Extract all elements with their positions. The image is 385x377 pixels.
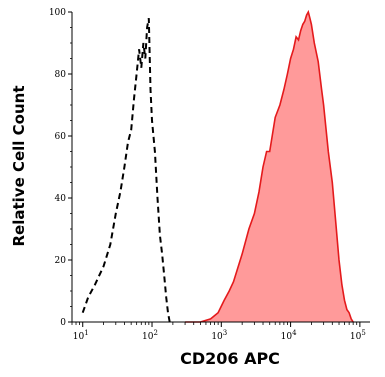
y-axis-title: Relative Cell Count <box>10 85 28 246</box>
y-tick-label: 80 <box>55 70 67 80</box>
x-tick-label: 104 <box>281 329 297 342</box>
y-tick-label: 0 <box>60 318 66 328</box>
y-tick-label: 60 <box>55 132 67 142</box>
series-1-area <box>185 12 354 322</box>
x-axis-title: CD206 APC <box>180 349 280 368</box>
x-tick-label: 103 <box>211 329 227 342</box>
series-1-line <box>185 9 354 323</box>
x-tick-label: 105 <box>350 329 366 342</box>
y-tick-layer: 0 20 40 60 80 100 <box>49 8 72 328</box>
y-tick-label: 20 <box>55 256 67 266</box>
x-tick-layer: 101 102 103 104 105 <box>71 322 366 342</box>
x-tick-label: 102 <box>142 329 158 342</box>
x-tick-label: 101 <box>73 329 89 342</box>
series-0-line <box>81 18 171 323</box>
y-tick-label: 100 <box>49 8 66 18</box>
series-layer <box>81 9 354 323</box>
y-tick-label: 40 <box>55 194 67 204</box>
